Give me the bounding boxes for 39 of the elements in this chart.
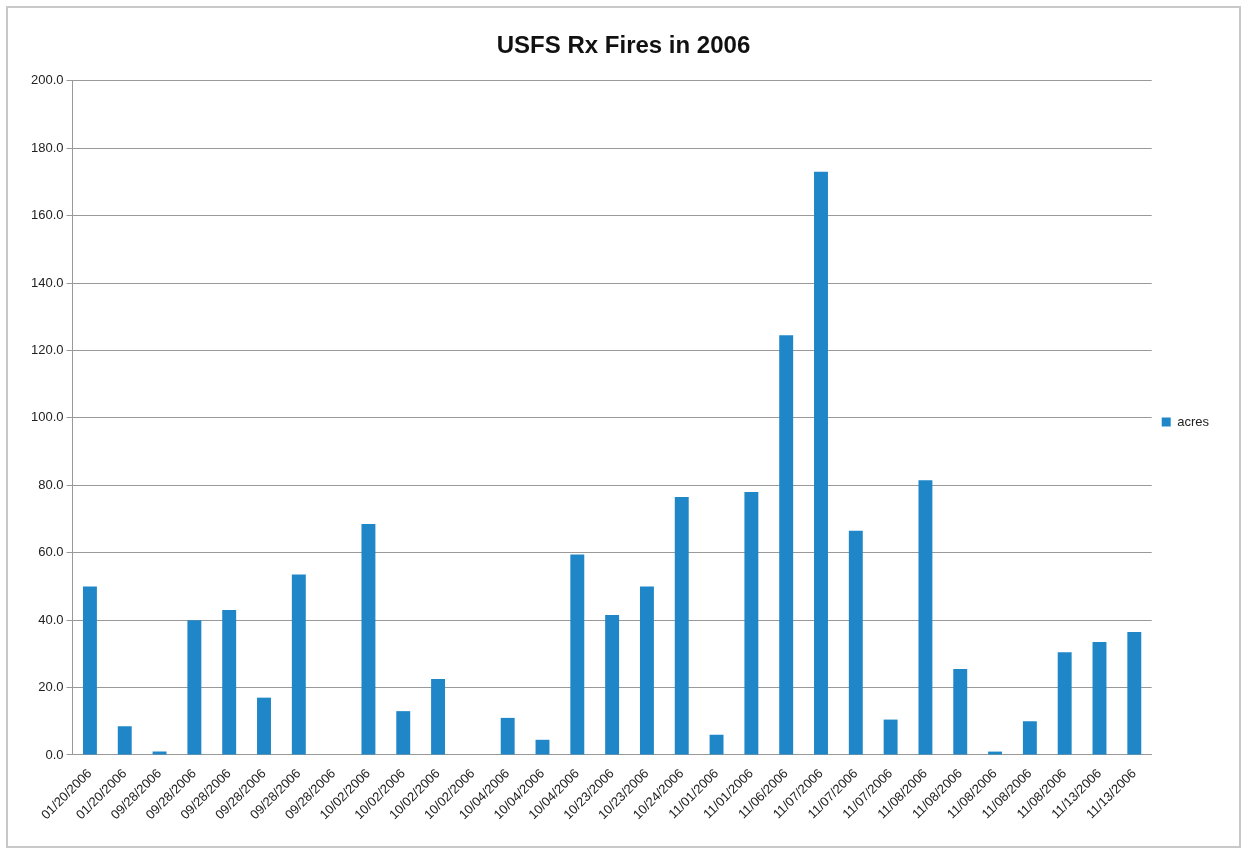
bar (674, 497, 689, 755)
bar (500, 717, 515, 755)
y-tick-label: 160.0 (30, 207, 64, 223)
bar (361, 524, 376, 755)
y-tick-label: 120.0 (30, 342, 64, 358)
legend-label: acres (1177, 413, 1210, 429)
bar (291, 574, 306, 755)
y-tick-label: 200.0 (30, 72, 64, 88)
bar (744, 492, 759, 755)
bar (117, 726, 132, 755)
y-tick-label: 80.0 (38, 476, 64, 492)
y-tick-label: 20.0 (38, 679, 64, 695)
bar (709, 734, 724, 755)
bar (848, 530, 863, 755)
bar (605, 615, 620, 755)
chart-title: USFS Rx Fires in 2006 (496, 31, 751, 59)
bar (918, 480, 933, 755)
y-tick-label: 100.0 (30, 409, 64, 425)
y-tick-label: 60.0 (38, 544, 64, 560)
bar (1127, 631, 1142, 755)
bar (570, 554, 585, 755)
bar (814, 171, 828, 755)
bar (396, 711, 411, 755)
bar (431, 679, 446, 755)
bar (257, 697, 271, 755)
bar (1057, 652, 1072, 755)
y-tick-label: 180.0 (30, 139, 64, 155)
y-tick-label: 0.0 (45, 746, 64, 762)
bar (953, 669, 968, 755)
bar (222, 610, 237, 755)
bar (639, 586, 654, 755)
bar (779, 335, 794, 755)
bar (1022, 721, 1037, 755)
y-tick-label: 140.0 (30, 274, 64, 290)
y-tick-label: 40.0 (38, 611, 64, 627)
bar (1092, 642, 1107, 755)
bar (82, 586, 97, 755)
bar (187, 620, 202, 755)
bar (883, 719, 898, 755)
